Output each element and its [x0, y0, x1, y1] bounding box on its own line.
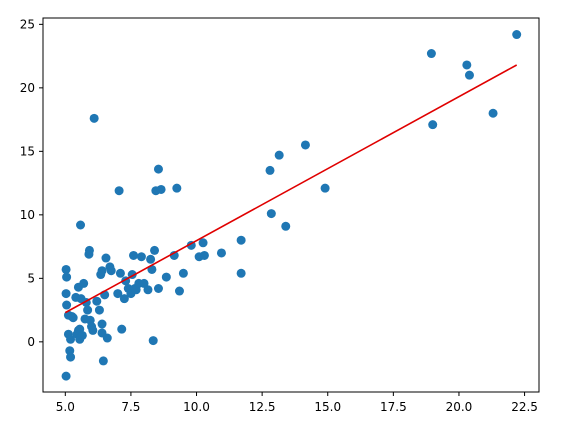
- x-tick-label: 15.0: [314, 400, 341, 414]
- data-point: [172, 183, 182, 193]
- data-point: [97, 319, 107, 329]
- data-point: [98, 356, 108, 366]
- data-point: [79, 278, 89, 288]
- y-tick-label: 15: [20, 144, 35, 158]
- data-point: [300, 140, 310, 150]
- data-point: [101, 253, 111, 263]
- data-point: [92, 296, 102, 306]
- x-tick-label: 10.0: [183, 400, 210, 414]
- data-points: [61, 30, 522, 381]
- data-point: [84, 245, 94, 255]
- data-point: [89, 113, 99, 123]
- data-point: [119, 294, 129, 304]
- data-point: [143, 285, 153, 295]
- data-point: [117, 324, 127, 334]
- data-point: [76, 220, 86, 230]
- x-axis-ticks: 5.0 7.5 10.0 12.5 15.0 17.5 20.0 22.5: [56, 392, 538, 414]
- plot-frame: [42, 17, 540, 393]
- data-point: [153, 164, 163, 174]
- data-point: [94, 305, 104, 315]
- data-point: [178, 268, 188, 278]
- y-tick-label: 25: [20, 17, 35, 31]
- data-point: [198, 238, 208, 248]
- data-point: [148, 336, 158, 346]
- data-point: [61, 371, 71, 381]
- data-point: [97, 266, 107, 276]
- data-point: [265, 165, 275, 175]
- data-point: [281, 221, 291, 231]
- data-point: [464, 70, 474, 80]
- x-tick-label: 17.5: [380, 400, 407, 414]
- x-tick-label: 22.5: [511, 400, 538, 414]
- data-point: [62, 300, 72, 310]
- data-point: [113, 289, 123, 299]
- data-point: [102, 333, 112, 343]
- x-tick-label: 12.5: [249, 400, 276, 414]
- data-point: [320, 183, 330, 193]
- data-point: [136, 252, 146, 262]
- data-point: [153, 284, 163, 293]
- y-tick-label: 5: [27, 271, 35, 285]
- data-point: [274, 150, 284, 160]
- data-point: [236, 235, 246, 245]
- data-point: [174, 286, 184, 296]
- data-point: [129, 250, 139, 260]
- data-point: [462, 60, 472, 70]
- data-point: [115, 268, 125, 278]
- data-point: [266, 209, 276, 219]
- data-point: [61, 289, 71, 299]
- fit-line: [64, 64, 518, 314]
- y-axis-ticks: 0 5 10 15 20 25: [20, 17, 43, 349]
- data-point: [61, 264, 71, 274]
- data-point: [488, 108, 498, 118]
- data-point: [62, 272, 72, 282]
- data-point: [77, 330, 87, 340]
- data-point: [88, 325, 98, 335]
- y-tick-label: 20: [20, 81, 35, 95]
- data-point: [156, 184, 166, 194]
- data-point: [146, 254, 156, 264]
- x-tick-label: 5.0: [56, 400, 75, 414]
- data-point: [114, 186, 124, 196]
- data-point: [66, 334, 76, 344]
- x-tick-label: 20.0: [446, 400, 473, 414]
- data-point: [68, 313, 78, 323]
- data-point: [236, 268, 246, 278]
- y-tick-label: 0: [27, 335, 35, 349]
- data-point: [216, 248, 226, 258]
- data-point: [161, 272, 171, 282]
- data-point: [512, 30, 522, 40]
- data-point: [106, 266, 116, 276]
- fit-line-layer: [64, 64, 518, 314]
- data-point: [428, 120, 438, 130]
- x-tick-label: 7.5: [121, 400, 140, 414]
- y-tick-label: 10: [20, 208, 35, 222]
- data-point: [426, 49, 436, 59]
- data-point: [150, 245, 160, 255]
- data-point: [83, 305, 93, 315]
- data-point: [199, 250, 209, 260]
- data-point: [66, 352, 76, 362]
